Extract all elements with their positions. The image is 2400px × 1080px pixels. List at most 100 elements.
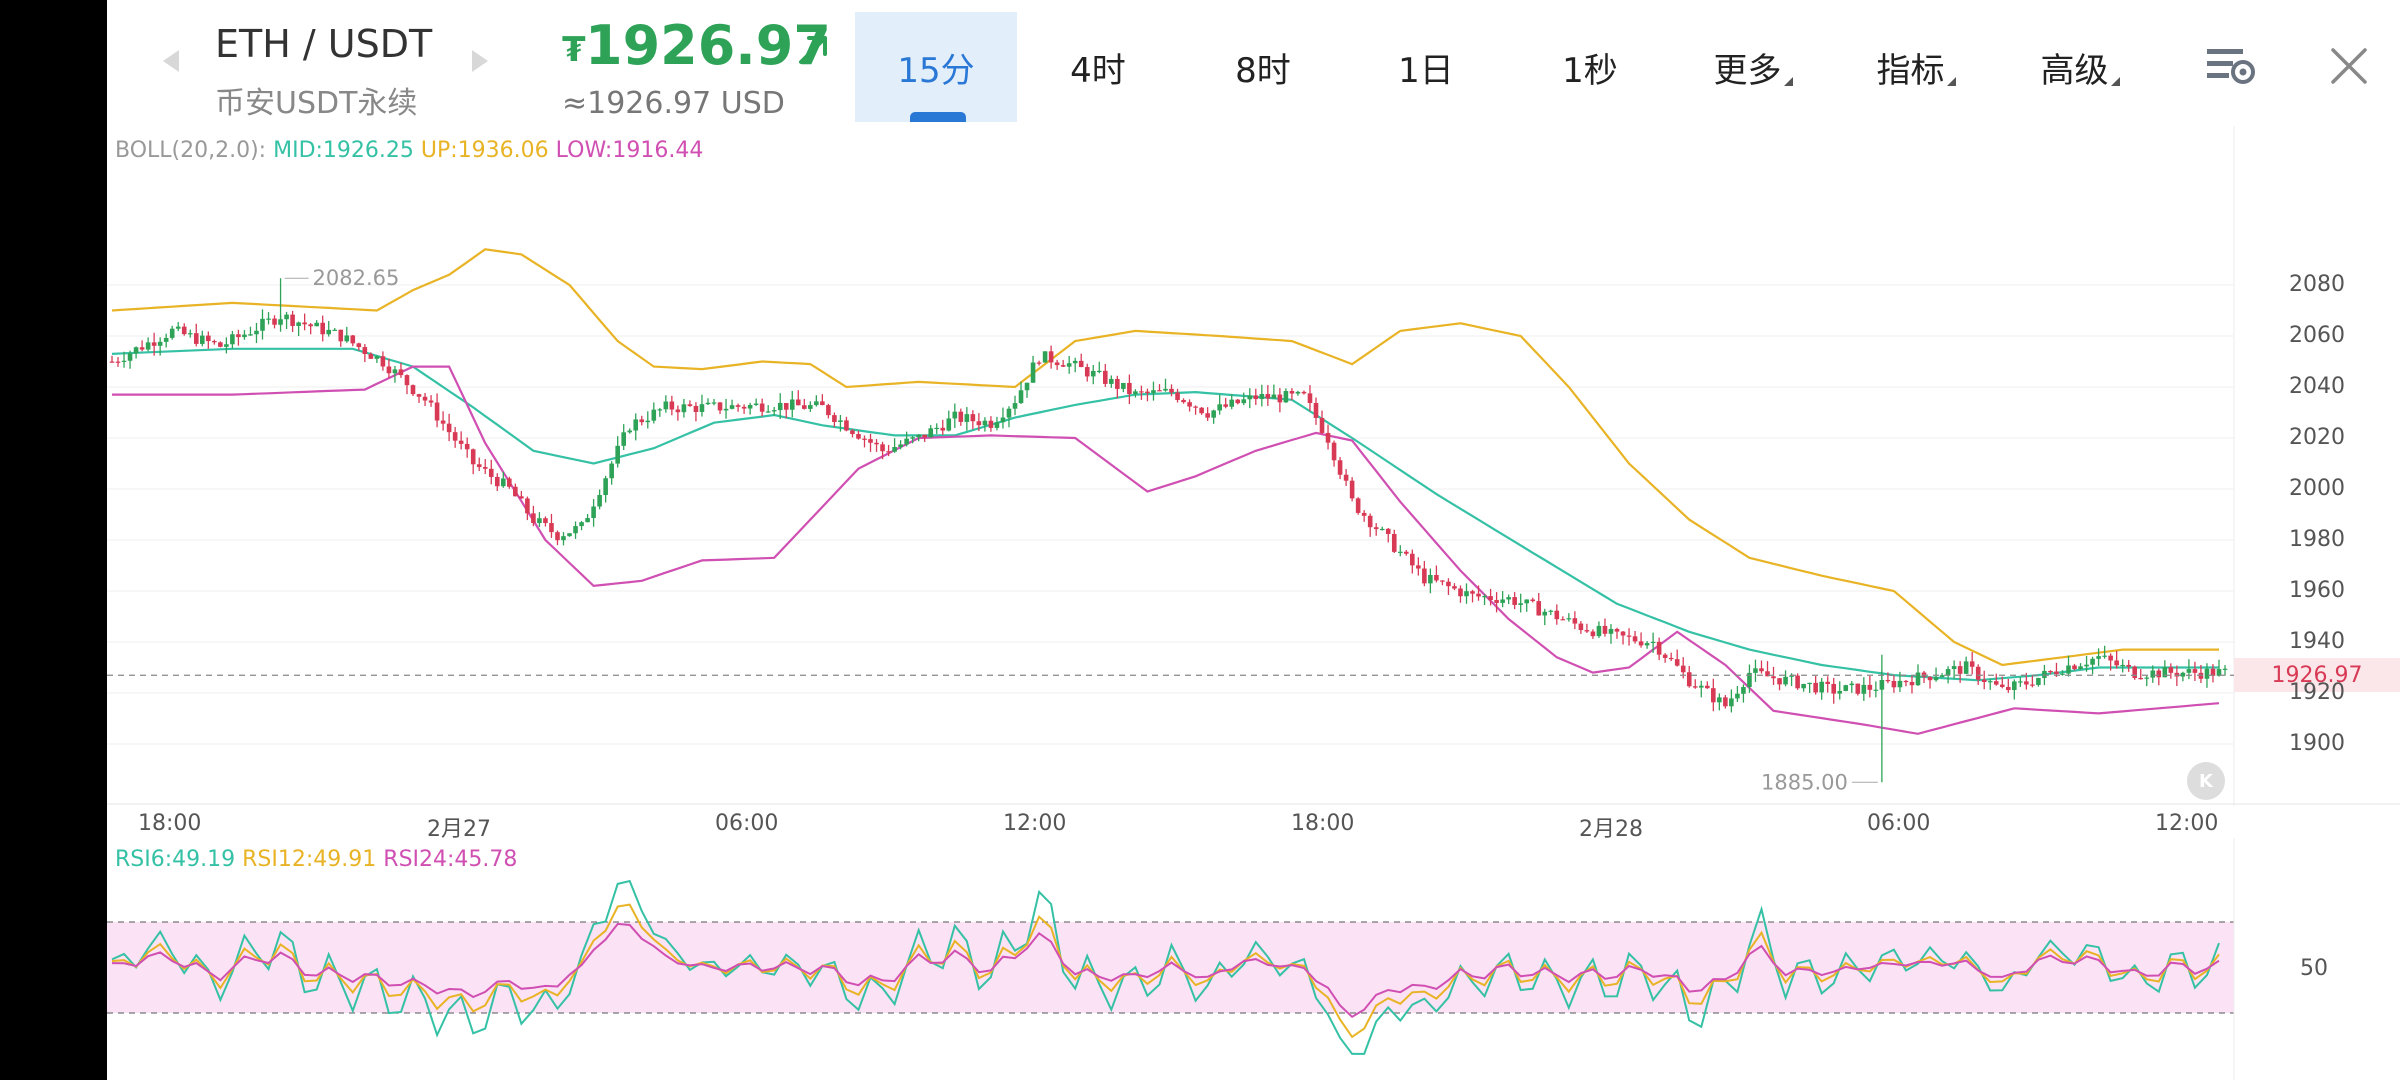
candle-body xyxy=(1235,399,1241,404)
candle-body xyxy=(1078,360,1084,368)
candle-body xyxy=(1367,515,1373,528)
boll-low-value: LOW:1916.44 xyxy=(555,138,704,163)
candle-body xyxy=(157,341,163,346)
active-tab-indicator xyxy=(910,112,966,122)
candle-body xyxy=(844,420,849,431)
candle-body xyxy=(964,414,970,422)
candle-body xyxy=(440,420,446,424)
candle-body xyxy=(1488,596,1493,601)
tab-advanced[interactable]: 高级 xyxy=(1999,12,2161,122)
candle-body xyxy=(2126,664,2131,667)
candle-body xyxy=(1572,618,1578,624)
candle-body xyxy=(1410,553,1415,566)
x-tick-label: 2月28 xyxy=(1579,817,1643,842)
candle-body xyxy=(1512,597,1517,605)
candle-body xyxy=(1199,407,1204,414)
candle-body xyxy=(193,333,199,344)
candle-body xyxy=(952,411,958,419)
app-window: ETH / USDT 币安USDT永续 ₮ 1926.97 ≈1926.97 U… xyxy=(107,0,2400,1080)
tab-more[interactable]: 更多 xyxy=(1672,12,1834,122)
candle-body xyxy=(230,334,235,345)
candle-body xyxy=(1271,394,1277,399)
candle-body xyxy=(260,318,265,331)
candle-body xyxy=(1175,392,1180,400)
candle-body xyxy=(181,326,187,335)
tab-1d[interactable]: 1日 xyxy=(1345,12,1507,122)
candle-body xyxy=(2186,669,2192,673)
prev-pair-arrow-icon[interactable] xyxy=(163,50,179,72)
dropdown-caret-icon xyxy=(1946,76,1956,86)
candle-body xyxy=(374,356,380,359)
candle-body xyxy=(747,404,753,409)
candle-body xyxy=(663,401,669,410)
candle-body xyxy=(1554,610,1560,620)
candle-body xyxy=(452,432,458,441)
tab-15m[interactable]: 15分 xyxy=(855,12,1017,122)
tab-8h[interactable]: 8时 xyxy=(1182,12,1344,122)
tab-4h[interactable]: 4时 xyxy=(1017,12,1179,122)
candle-body xyxy=(904,438,909,445)
candle-body xyxy=(2162,667,2168,678)
candle-body xyxy=(2024,681,2029,685)
scroll-to-latest-icon[interactable]: K xyxy=(2187,762,2225,800)
tab-1s[interactable]: 1秒 xyxy=(1509,12,1671,122)
candle-body xyxy=(1975,666,1981,680)
chart-settings-icon[interactable] xyxy=(2205,45,2257,85)
candle-body xyxy=(1434,574,1439,581)
candle-body xyxy=(1301,391,1307,394)
tab-label: 高级 xyxy=(2040,50,2109,91)
candle-body xyxy=(832,415,837,422)
candle-body xyxy=(711,402,717,404)
candle-body xyxy=(488,468,494,477)
candle-body xyxy=(1391,533,1397,552)
candle-body xyxy=(1060,365,1066,367)
rsi-chart[interactable] xyxy=(107,838,2400,1080)
candle-body xyxy=(1717,697,1722,703)
candlestick-chart[interactable]: 2082.65 1885.00 xyxy=(107,126,2400,826)
high-marker-label: 2082.65 xyxy=(313,266,400,290)
candle-body xyxy=(916,434,921,438)
candle-body xyxy=(501,478,506,487)
price-usd: ≈1926.97 USD xyxy=(562,86,785,121)
candle-body xyxy=(1735,693,1740,699)
candle-body xyxy=(284,314,289,320)
candle-body xyxy=(1542,611,1548,616)
candle-body xyxy=(1157,390,1162,392)
candle-body xyxy=(982,420,988,426)
candle-body xyxy=(1373,527,1379,530)
next-pair-arrow-icon[interactable] xyxy=(472,50,488,72)
close-icon[interactable] xyxy=(2329,46,2369,86)
y-tick-label: 1920 xyxy=(2289,680,2345,705)
candle-body xyxy=(2096,656,2101,659)
candle-body xyxy=(735,405,741,407)
candle-body xyxy=(2066,665,2071,674)
candle-body xyxy=(212,341,217,343)
candle-body xyxy=(1668,657,1674,660)
candle-body xyxy=(814,401,819,406)
tab-label: 8时 xyxy=(1235,50,1291,91)
candle-body xyxy=(1680,665,1686,673)
candle-body xyxy=(2156,670,2162,678)
candle-body xyxy=(573,526,578,534)
candle-body xyxy=(669,401,675,410)
candle-body xyxy=(1747,672,1752,688)
trend-up-icon xyxy=(799,36,827,64)
tab-label: 指标 xyxy=(1876,50,1945,91)
candle-body xyxy=(350,335,356,344)
tab-indicators[interactable]: 指标 xyxy=(1835,12,1997,122)
boll-legend: BOLL(20,2.0): MID:1926.25 UP:1936.06 LOW… xyxy=(115,138,703,163)
candle-body xyxy=(567,533,572,537)
candle-body xyxy=(910,437,915,439)
candle-body xyxy=(1867,684,1873,690)
candle-body xyxy=(615,445,620,464)
pair-title[interactable]: ETH / USDT xyxy=(215,22,433,66)
candle-body xyxy=(1229,399,1235,407)
candle-body xyxy=(139,347,145,350)
candle-body xyxy=(1217,404,1222,411)
candle-body xyxy=(386,366,392,374)
boll-mid-value: MID:1926.25 xyxy=(273,138,414,163)
candle-body xyxy=(1584,630,1590,632)
candle-body xyxy=(2144,677,2150,679)
candle-body xyxy=(1247,395,1253,400)
candle-body xyxy=(928,428,934,438)
